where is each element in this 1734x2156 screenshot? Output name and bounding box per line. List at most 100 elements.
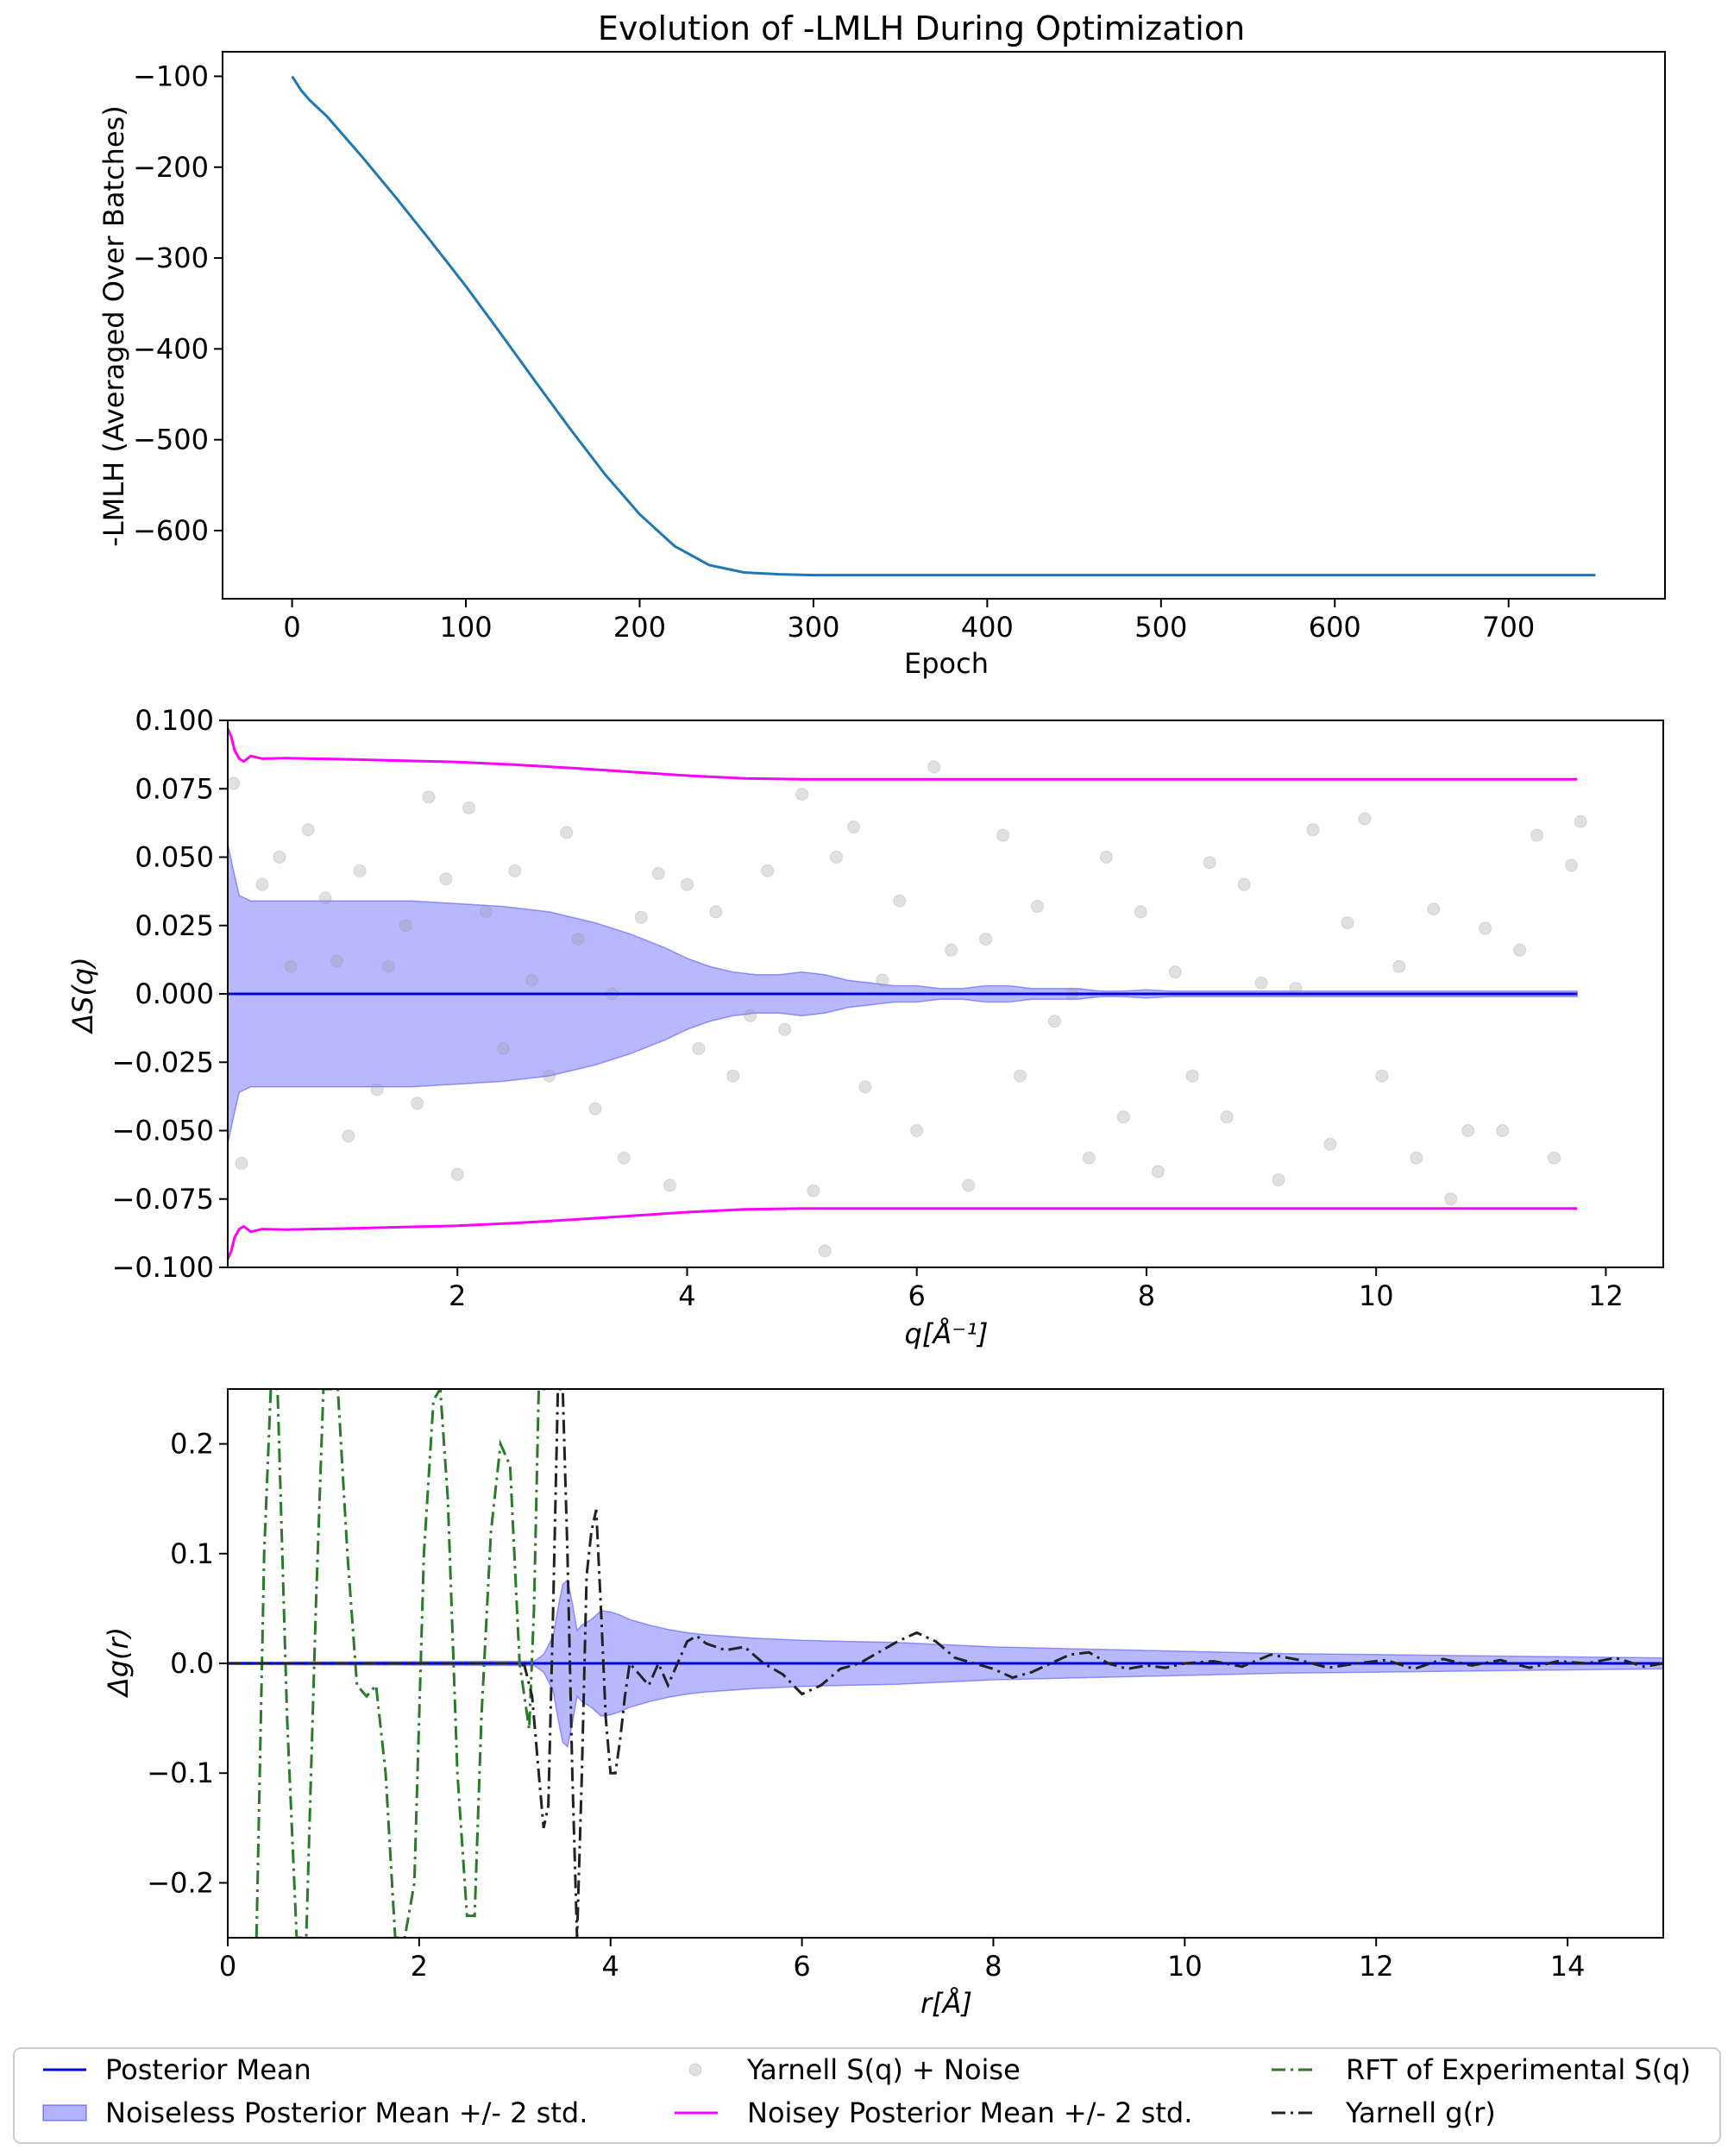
panel2-y-tick-label: 0.050 (135, 841, 214, 874)
panel3-x-ticks: 0 2 4 6 8 10 12 14 (219, 1938, 1585, 1983)
panel2-x-tick-label: 8 (1138, 1279, 1155, 1312)
yarnell-sq-point (1392, 959, 1406, 973)
legend-frame (13, 2047, 1721, 2144)
yarnell-sq-point (1168, 965, 1182, 979)
panel3-x-tick-label: 10 (1167, 1950, 1203, 1983)
yarnell-sq-point (411, 1097, 424, 1110)
yarnell-sq-point (1014, 1069, 1027, 1083)
yarnell-sq-point (1565, 858, 1579, 872)
panel1-x-tick-label: 600 (1309, 611, 1361, 644)
yarnell-sq-point (381, 959, 395, 973)
legend-label-rft: RFT of Experimental S(q) (1346, 2053, 1691, 2086)
panel3-x-label: r[Å] (920, 1987, 972, 2020)
yarnell-sq-point (422, 790, 436, 804)
panel2-x-label: q[Å⁻¹] (905, 1317, 989, 1350)
panel-lmlh: Evolution of -LMLH During Optimization 0… (97, 9, 1666, 680)
yarnell-sq-point (255, 877, 269, 891)
yarnell-sq-point (1254, 976, 1268, 990)
yarnell-sq-point (508, 864, 522, 877)
yarnell-sq-point (778, 1022, 792, 1036)
panel2-y-label: ΔS(q) (66, 957, 99, 1034)
legend: Posterior Mean Noiseless Posterior Mean … (13, 2047, 1721, 2144)
yarnell-sq-point (1272, 1173, 1285, 1187)
panel2-y-tick-label: 0.000 (135, 977, 214, 1010)
yarnell-sq-point (1151, 1165, 1165, 1179)
yarnell-sq-point (996, 828, 1010, 842)
rft-line (254, 1389, 549, 1938)
yarnell-sq-point (353, 864, 367, 877)
yarnell-sq-point (1427, 902, 1441, 916)
yarnell-sq-point (301, 823, 315, 837)
yarnell-sq-point (726, 1069, 740, 1083)
yarnell-sq-point (399, 919, 412, 933)
yarnell-sq-point (342, 1129, 355, 1143)
yarnell-sq-point (496, 1041, 510, 1055)
yarnell-sq-point (910, 1124, 924, 1137)
yarnell-sq-point (1203, 856, 1216, 870)
yarnell-sq-point (962, 1179, 976, 1192)
legend-label-noiseless-band: Noiseless Posterior Mean +/- 2 std. (105, 2096, 587, 2129)
yarnell-sq-point (818, 1244, 832, 1258)
panel3-x-tick-label: 2 (411, 1950, 428, 1983)
yarnell-sq-point (876, 973, 889, 987)
yarnell-sq-point (1574, 814, 1587, 828)
yarnell-sq-point (235, 1157, 248, 1171)
panel-delta-g: 0 2 4 6 8 10 12 14 0.2 0.1 0.0 −0.1 −0.2 r[Å] Δg(r) (102, 1388, 1664, 2020)
yarnell-sq-point (228, 776, 241, 790)
yarnell-sq-point (651, 867, 665, 881)
panel2-y-tick-label: 0.075 (135, 772, 214, 805)
panel2-y-tick-label: 0.025 (135, 909, 214, 942)
yarnell-sq-point (1082, 1151, 1096, 1165)
panel1-x-tick-label: 400 (961, 611, 1014, 644)
yarnell-sq-point (1341, 916, 1354, 930)
yarnell-sq-point (1513, 943, 1527, 957)
yarnell-sq-point (634, 910, 648, 924)
panel1-x-tick-label: 200 (613, 611, 666, 644)
yarnell-sq-point (560, 826, 574, 839)
yarnell-sq-point (979, 933, 993, 946)
panel1-title: Evolution of -LMLH During Optimization (598, 9, 1245, 47)
panel2-y-tick-label: −0.075 (112, 1183, 214, 1216)
panel1-y-tick-label: −100 (133, 60, 209, 92)
yarnell-sq-point (462, 801, 476, 814)
legend-label-noisy-band: Noisey Posterior Mean +/- 2 std. (747, 2096, 1192, 2129)
panel3-y-ticks: 0.2 0.1 0.0 −0.1 −0.2 (147, 1428, 228, 1899)
yarnell-sq-point (1185, 1069, 1199, 1083)
yarnell-sq-point (617, 1151, 631, 1165)
yarnell-sq-point (1410, 1151, 1423, 1165)
panel3-plot-area (228, 1389, 1663, 1938)
panel1-y-label: -LMLH (Averaged Over Batches) (97, 105, 130, 546)
yarnell-sq-point (847, 820, 861, 834)
panel3-y-tick-label: 0.2 (170, 1428, 214, 1461)
panel1-y-ticks: −100 −200 −300 −400 −500 −600 (133, 60, 223, 547)
legend-label-posterior-mean: Posterior Mean (105, 2053, 311, 2086)
panel3-frame (227, 1388, 1664, 1939)
yarnell-sq-point (1496, 1124, 1510, 1137)
yarnell-sq-point (807, 1184, 820, 1197)
yarnell-sq-point (588, 1102, 602, 1116)
panel2-plot-area (228, 727, 1587, 1260)
yarnell-gr-line (228, 1389, 1663, 1938)
yarnell-sq-point (480, 905, 493, 919)
yarnell-sq-point (830, 851, 844, 864)
yarnell-sq-point (1358, 812, 1372, 826)
yarnell-sq-point (795, 788, 809, 801)
yarnell-sq-point (1323, 1137, 1337, 1151)
panel1-frame (222, 51, 1666, 600)
yarnell-sq-point (370, 1083, 384, 1097)
yarnell-sq-point (858, 1080, 872, 1094)
yarnell-sq-point (1479, 921, 1492, 935)
panel2-y-tick-label: −0.025 (112, 1046, 214, 1078)
panel2-y-ticks: 0.100 0.075 0.050 0.025 0.000 −0.025 −0.050 −0.… (112, 704, 228, 1284)
panel2-y-tick-label: −0.050 (112, 1115, 214, 1147)
panel1-x-label: Epoch (904, 647, 989, 680)
yarnell-sq-point (663, 1179, 677, 1192)
yarnell-sq-point (1030, 900, 1044, 914)
yarnell-sq-point (1306, 823, 1320, 837)
panel3-y-tick-label: −0.1 (147, 1757, 214, 1789)
yarnell-sq-point (284, 959, 298, 973)
panel1-y-tick-label: −200 (133, 151, 209, 184)
panel1-y-tick-label: −600 (133, 514, 209, 547)
yarnell-sq-point (945, 943, 958, 957)
